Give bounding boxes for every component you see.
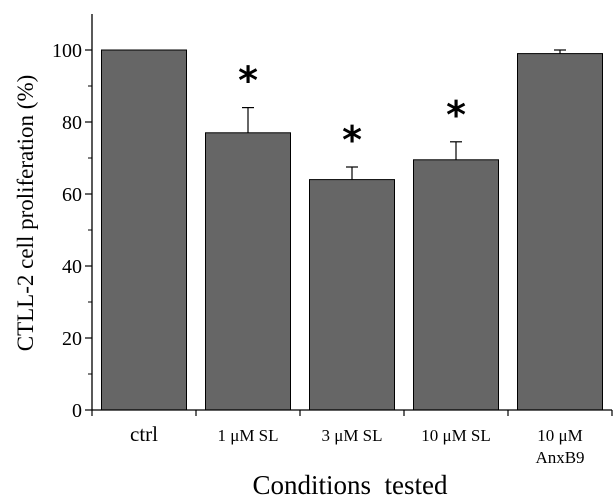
x-category-labels-group: ctrl 1 μM SL 3 μM SL 10 μM SL 10 μM AnxB9 (130, 422, 585, 467)
bar-3 (413, 159, 499, 411)
y-tick-label-5: 100 (52, 40, 82, 62)
y-tick-label-0: 0 (72, 400, 82, 422)
axes-group (91, 14, 613, 416)
error-bars-group (242, 49, 566, 180)
significance-star-2: * (342, 118, 362, 162)
y-tick-label-2: 40 (62, 256, 82, 278)
y-tick-label-1: 20 (62, 328, 82, 350)
y-tick-label-3: 60 (62, 184, 82, 206)
significance-markers-group: * * * (238, 59, 466, 162)
bar-1 (205, 132, 291, 411)
x-axis-title: Conditions tested (253, 470, 448, 500)
bars-group (101, 49, 603, 411)
bar-0 (101, 49, 187, 411)
y-axis-title: CTLL-2 cell proliferation (%) (13, 75, 38, 352)
x-category-label-2: 3 μM SL (321, 426, 382, 445)
y-ticks-group: 0 20 40 60 80 100 (52, 40, 92, 422)
significance-star-3: * (446, 93, 466, 137)
x-category-label-0: ctrl (130, 422, 158, 446)
x-category-label-3: 10 μM SL (421, 426, 491, 445)
x-category-label-1: 1 μM SL (217, 426, 278, 445)
bar-2 (309, 179, 395, 411)
y-tick-label-4: 80 (62, 112, 82, 134)
x-category-label-4: 10 μM AnxB9 (535, 426, 584, 467)
significance-star-1: * (238, 59, 258, 103)
bar-4 (517, 53, 603, 411)
